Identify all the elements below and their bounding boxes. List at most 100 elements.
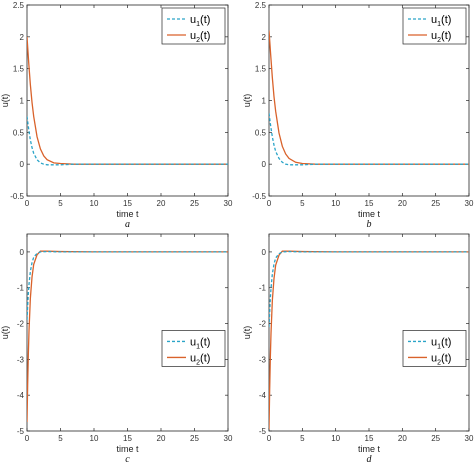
panel-b-legend-suffix: (t): [441, 14, 451, 26]
panel-a-xlabel: time t: [116, 209, 139, 219]
panel-c-xtick-label: 10: [90, 434, 99, 443]
panel-c-legend-sub: 2: [196, 359, 200, 366]
panel-a-xtick-label: 30: [224, 199, 233, 208]
panel-b-legend-label-1: u1(t): [431, 14, 451, 28]
panel-d-xtick-label: 15: [365, 434, 374, 443]
panel-a-xtick-label: 5: [58, 199, 63, 208]
panel-c-ytick-label: -4: [17, 391, 25, 400]
panel-c-ylabel: u(t): [0, 326, 10, 340]
panel-b-ytick-label: -0.5: [252, 192, 266, 201]
panel-c-caption: c: [125, 454, 130, 463]
panel-c-series-1: [27, 250, 228, 320]
panel-d-legend-sub: 1: [437, 343, 441, 350]
panel-c-legend-suffix: (t): [200, 352, 210, 364]
panel-a-ylabel: u(t): [0, 94, 10, 108]
panel-a-legend-sub: 2: [196, 37, 200, 44]
panel-b-xtick-label: 5: [300, 199, 305, 208]
panel-d-ytick-label: -5: [259, 427, 267, 436]
panel-d-ytick-label: -4: [259, 391, 267, 400]
panel-d-legend-suffix: (t): [441, 336, 451, 348]
panel-d-legend-suffix: (t): [441, 352, 451, 364]
panel-a-ytick-label: -0.5: [10, 192, 24, 201]
panel-c-ytick-label: -3: [17, 355, 25, 364]
panel-b-legend: u1(t)u2(t): [402, 7, 467, 45]
panel-a-xtick-label: 25: [190, 199, 199, 208]
panel-b-legend-u: u: [431, 14, 437, 26]
panel-d-ytick-label: -1: [259, 284, 267, 293]
panel-d-legend-u: u: [431, 336, 437, 348]
panel-c-xtick-label: 0: [25, 434, 30, 443]
panel-b-xtick-label: 10: [331, 199, 340, 208]
panel-c-ytick-label: -2: [17, 320, 25, 329]
panel-b-ytick-label: 2.5: [255, 1, 267, 10]
panel-d-xlabel: time t: [358, 444, 381, 454]
panel-b-ytick-label: 2: [262, 33, 267, 42]
panel-b-legend-suffix: (t): [441, 30, 451, 42]
panel-b-xlabel: time t: [358, 209, 381, 219]
panel-a-ytick-label: 2.5: [13, 1, 25, 10]
panel-d-xtick-label: 5: [300, 434, 305, 443]
panel-b-legend-box: [402, 7, 467, 45]
panel-b-legend-u: u: [431, 30, 437, 42]
panel-c-xtick-label: 30: [224, 434, 233, 443]
panel-c-xtick-label: 25: [190, 434, 199, 443]
panel-d-legend: u1(t)u2(t): [402, 330, 467, 367]
panel-a-ytick-label: 1: [20, 97, 25, 106]
panel-b-ytick-label: 0.5: [255, 128, 267, 137]
panel-a-xtick-label: 20: [157, 199, 166, 208]
panel-b-xtick-label: 0: [267, 199, 272, 208]
panel-c-ytick-label: -5: [17, 427, 25, 436]
panel-d-legend-box: [402, 330, 467, 367]
panel-c-legend-label-1: u1(t): [190, 336, 210, 350]
panel-b-ytick-label: 1: [262, 97, 267, 106]
panel-a-legend-sub: 1: [196, 21, 200, 28]
panel-c-ytick-label: -1: [17, 284, 25, 293]
panel-d-xtick-label: 20: [398, 434, 407, 443]
panel-d-legend-sub: 2: [437, 359, 441, 366]
panel-a-xtick-label: 15: [123, 199, 132, 208]
panel-d-ytick-label: -3: [259, 355, 267, 364]
panel-a-legend-u: u: [190, 30, 196, 42]
panel-d-legend-label-2: u2(t): [431, 352, 451, 366]
panel-c-xtick-label: 5: [58, 434, 63, 443]
panel-c-xlabel: time t: [116, 444, 139, 454]
panel-a-legend-label-1: u1(t): [190, 14, 210, 28]
panel-a-xtick-label: 0: [25, 199, 30, 208]
panel-d-ytick-label: -2: [259, 320, 267, 329]
panel-b-ytick-label: 1.5: [255, 65, 267, 74]
panel-a-ytick-label: 2: [20, 33, 25, 42]
panel-a-ytick-label: 1.5: [13, 65, 25, 74]
panel-d-ylabel: u(t): [242, 326, 252, 340]
panel-d-xtick-label: 30: [465, 434, 474, 443]
panel-d-ytick-label: 0: [262, 248, 267, 257]
panel-c-legend-u: u: [190, 336, 196, 348]
panel-b-legend-sub: 1: [437, 21, 441, 28]
panel-a-ytick-label: 0: [20, 160, 25, 169]
panel-c-xtick-label: 20: [157, 434, 166, 443]
panel-b-ylabel: u(t): [242, 94, 252, 108]
panel-c-ytick-label: 0: [20, 248, 25, 257]
panel-b-series-1: [269, 113, 469, 166]
panel-a-legend-suffix: (t): [200, 14, 210, 26]
panel-d-caption: d: [367, 454, 373, 463]
panel-b-xtick-label: 20: [398, 199, 407, 208]
panel-c-legend-box: [161, 330, 226, 367]
panel-a-legend-label-2: u2(t): [190, 30, 210, 44]
panel-d-xtick-label: 0: [267, 434, 272, 443]
panel-a-caption: a: [125, 219, 130, 230]
panel-d-legend-u: u: [431, 352, 437, 364]
panel-d-series-1: [269, 250, 469, 328]
panel-b-legend-sub: 2: [437, 37, 441, 44]
panel-c-xtick-label: 15: [123, 434, 132, 443]
panel-c-legend-sub: 1: [196, 343, 200, 350]
panel-b-xtick-label: 15: [365, 199, 374, 208]
panel-c-legend-label-2: u2(t): [190, 352, 210, 366]
panel-b-legend-label-2: u2(t): [431, 30, 451, 44]
panel-c-legend-u: u: [190, 352, 196, 364]
panel-a-legend-box: [161, 7, 226, 45]
panel-a-series-1: [27, 116, 228, 166]
panel-d-legend-label-1: u1(t): [431, 336, 451, 350]
panel-b-xtick-label: 30: [465, 199, 474, 208]
